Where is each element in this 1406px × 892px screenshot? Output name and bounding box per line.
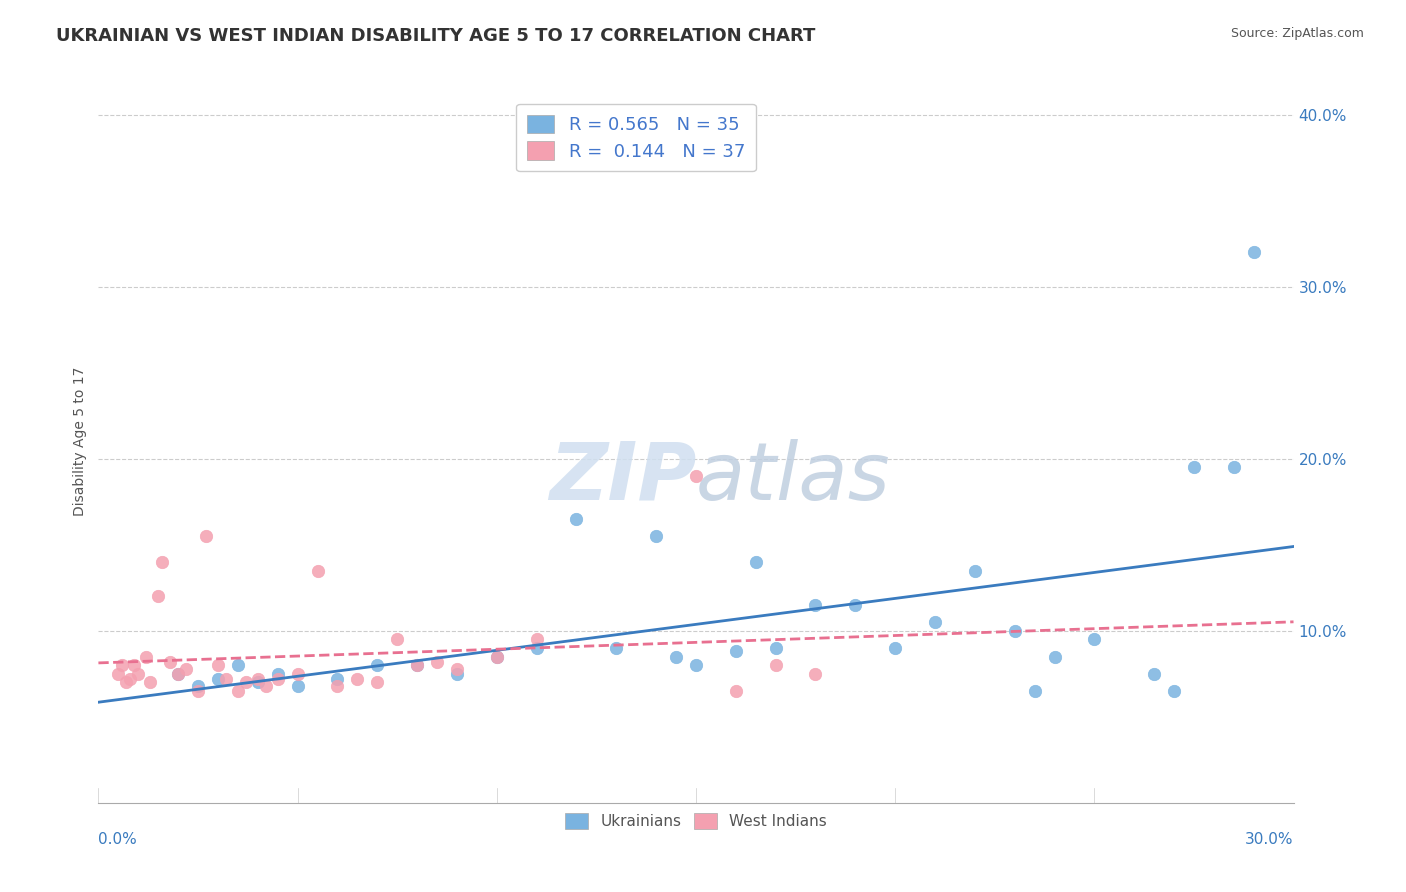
Point: [267, 672, 290, 686]
Point: [366, 675, 388, 690]
Point: [485, 649, 508, 664]
Point: [385, 632, 409, 647]
Point: [107, 666, 129, 681]
Point: [1163, 684, 1185, 698]
Text: 0.0%: 0.0%: [98, 831, 138, 847]
Point: [844, 598, 866, 612]
Point: [804, 666, 827, 681]
Point: [287, 679, 309, 693]
Point: [1223, 460, 1246, 475]
Point: [446, 666, 468, 681]
Point: [1143, 666, 1166, 681]
Point: [924, 615, 946, 630]
Point: [207, 672, 229, 686]
Point: [765, 658, 787, 673]
Point: [150, 555, 173, 569]
Point: [1182, 460, 1205, 475]
Point: [346, 672, 368, 686]
Y-axis label: Disability Age 5 to 17: Disability Age 5 to 17: [73, 367, 87, 516]
Point: [139, 675, 162, 690]
Point: [565, 512, 588, 526]
Point: [326, 672, 349, 686]
Point: [406, 658, 429, 673]
Point: [665, 649, 688, 664]
Point: [135, 649, 157, 664]
Point: [724, 684, 747, 698]
Text: Source: ZipAtlas.com: Source: ZipAtlas.com: [1230, 27, 1364, 40]
Point: [724, 644, 747, 658]
Point: [246, 672, 269, 686]
Point: [1243, 245, 1265, 260]
Text: 30.0%: 30.0%: [1246, 831, 1294, 847]
Point: [804, 598, 827, 612]
Text: atlas: atlas: [696, 439, 891, 516]
Point: [426, 655, 449, 669]
Point: [120, 672, 142, 686]
Point: [1043, 649, 1066, 664]
Legend: Ukrainians, West Indians: Ukrainians, West Indians: [557, 805, 835, 838]
Point: [235, 675, 257, 690]
Point: [605, 640, 627, 655]
Point: [174, 662, 197, 676]
Point: [963, 564, 986, 578]
Point: [226, 658, 249, 673]
Point: [366, 658, 388, 673]
Point: [148, 590, 170, 604]
Point: [215, 672, 238, 686]
Point: [287, 666, 309, 681]
Point: [226, 684, 249, 698]
Point: [326, 679, 349, 693]
Point: [884, 640, 907, 655]
Point: [745, 555, 768, 569]
Point: [159, 655, 181, 669]
Point: [406, 658, 429, 673]
Point: [187, 684, 209, 698]
Point: [111, 658, 134, 673]
Point: [195, 529, 218, 543]
Point: [187, 679, 209, 693]
Point: [127, 666, 149, 681]
Text: UKRAINIAN VS WEST INDIAN DISABILITY AGE 5 TO 17 CORRELATION CHART: UKRAINIAN VS WEST INDIAN DISABILITY AGE …: [56, 27, 815, 45]
Point: [765, 640, 787, 655]
Text: ZIP: ZIP: [548, 439, 696, 516]
Point: [526, 632, 548, 647]
Point: [115, 675, 138, 690]
Point: [246, 675, 269, 690]
Point: [685, 469, 707, 483]
Point: [124, 658, 146, 673]
Point: [645, 529, 668, 543]
Point: [254, 679, 277, 693]
Point: [167, 666, 190, 681]
Point: [685, 658, 707, 673]
Point: [485, 649, 508, 664]
Point: [267, 666, 290, 681]
Point: [1004, 624, 1026, 638]
Point: [526, 640, 548, 655]
Point: [1083, 632, 1105, 647]
Point: [1024, 684, 1046, 698]
Point: [207, 658, 229, 673]
Point: [167, 666, 190, 681]
Point: [307, 564, 329, 578]
Point: [446, 662, 468, 676]
